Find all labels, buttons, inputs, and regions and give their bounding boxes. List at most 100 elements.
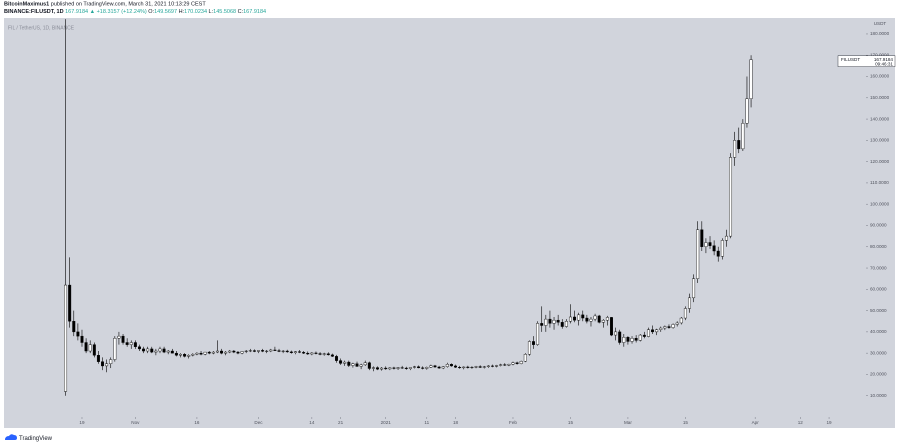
candle-body	[437, 366, 441, 369]
candle-body	[683, 308, 687, 319]
candle-body	[388, 367, 392, 370]
candle-body	[396, 367, 400, 369]
candle-body	[626, 337, 630, 342]
candle-body	[663, 326, 667, 329]
candle-body	[162, 348, 166, 353]
candle-body	[187, 355, 191, 357]
candle-body	[749, 59, 753, 99]
candle-body	[392, 367, 396, 369]
candle-body	[211, 351, 215, 354]
ohlc-label: O:	[148, 9, 154, 15]
candle-body	[203, 351, 207, 355]
author: BitcoinMaximus1	[4, 2, 49, 8]
candle-body	[142, 348, 146, 352]
x-tick-label: 15	[683, 420, 689, 425]
candle-body	[326, 353, 330, 356]
ohlc-value: 145.5068	[213, 9, 236, 15]
candle-body	[449, 364, 453, 367]
candle-body	[585, 317, 589, 322]
candle-body	[277, 350, 281, 352]
candle-body	[64, 284, 68, 392]
candle-body	[642, 334, 646, 337]
candle-body	[376, 367, 380, 370]
x-tick-label: 2021	[381, 420, 392, 425]
x-tick-label: 19	[826, 420, 832, 425]
candle-body	[359, 364, 363, 367]
candle-body	[232, 350, 236, 353]
candle-body	[515, 362, 519, 364]
y-tick-label: 180.0000	[870, 31, 890, 36]
candle-body	[638, 334, 642, 341]
candle-body	[269, 349, 273, 352]
candle-body	[720, 240, 724, 257]
y-tick-label: 30.0000	[870, 350, 887, 355]
price-tag-symbol: FILUSDT	[841, 57, 860, 62]
candle-body	[68, 284, 72, 322]
candle-body	[552, 319, 556, 324]
y-tick-label: 160.0000	[870, 74, 890, 79]
candle-body	[737, 140, 741, 150]
candle-body	[675, 322, 679, 325]
ohlc-value: 167.9184	[243, 9, 266, 15]
candle-body	[581, 314, 585, 319]
candle-body	[335, 356, 338, 361]
candle-body	[540, 323, 544, 326]
candle-body	[137, 346, 141, 350]
candle-body	[322, 353, 326, 355]
brand[interactable]: TradingView	[19, 436, 53, 442]
candle-body	[507, 364, 511, 366]
pane-legend: FIL / TetherUS, 1D, BINANCE	[8, 25, 75, 31]
x-tick-label: 16	[194, 420, 200, 425]
candle-body	[495, 365, 499, 367]
candle-body	[651, 329, 655, 333]
candle-body	[121, 335, 125, 343]
candle-body	[183, 354, 187, 357]
price-tag-countdown: 09:46:31	[875, 61, 893, 66]
candle-body	[191, 354, 195, 356]
candle-body	[729, 157, 733, 237]
y-tick-label: 10.0000	[870, 393, 887, 398]
footer-logo: TradingView	[5, 434, 53, 442]
y-tick-label: 100.0000	[870, 201, 890, 206]
candle-body	[511, 362, 515, 365]
candle-body	[589, 318, 593, 322]
y-tick-label: 80.0000	[870, 244, 887, 249]
candle-body	[380, 367, 384, 370]
y-tick-label: 110.0000	[870, 180, 889, 185]
candle-body	[716, 250, 720, 257]
candle-body	[622, 337, 626, 343]
candle-body	[220, 350, 224, 354]
candle-body	[224, 351, 228, 354]
candle-body	[532, 341, 535, 345]
candle-body	[634, 338, 638, 341]
candle-body	[454, 365, 457, 368]
candle-body	[556, 319, 560, 323]
candle-body	[400, 367, 404, 369]
candle-body	[285, 350, 289, 353]
ohlc-label: C:	[238, 9, 244, 15]
y-tick-label: 20.0000	[870, 372, 887, 377]
candle-body	[252, 350, 256, 352]
x-tick-label: 18	[453, 420, 459, 425]
candle-body	[92, 344, 96, 356]
candle-body	[523, 354, 527, 362]
y-tick-label: 50.0000	[870, 308, 887, 313]
candle-body	[700, 229, 704, 247]
candle-body	[371, 367, 375, 369]
candle-body	[367, 362, 371, 369]
candle-body	[154, 350, 158, 353]
candle-body	[273, 349, 277, 351]
candle-body	[351, 363, 355, 366]
x-tick-label: 21	[338, 420, 344, 425]
candle-body	[363, 362, 367, 366]
candle-body	[293, 351, 297, 353]
candle-body	[499, 364, 503, 366]
candle-body	[482, 366, 486, 368]
ohlc-label: H:	[179, 9, 185, 15]
price-tag	[837, 55, 896, 67]
candle-body	[113, 338, 117, 360]
candle-body	[265, 350, 269, 352]
candle-body	[679, 317, 683, 324]
candle-body	[646, 329, 650, 337]
